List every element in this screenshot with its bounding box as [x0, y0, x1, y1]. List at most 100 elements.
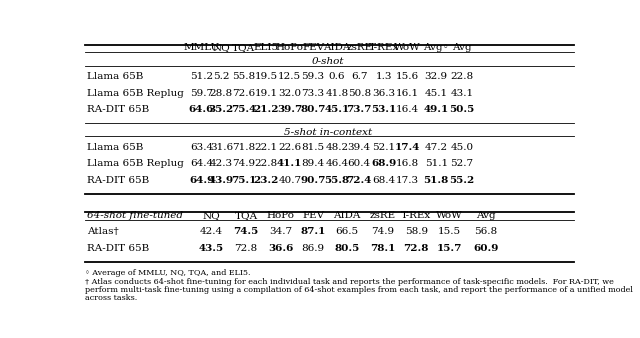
Text: Avg: Avg	[476, 211, 495, 220]
Text: 78.1: 78.1	[370, 244, 396, 253]
Text: 36.3: 36.3	[372, 89, 396, 98]
Text: ELI5: ELI5	[253, 43, 278, 52]
Text: 16.8: 16.8	[396, 159, 419, 168]
Text: 22.1: 22.1	[255, 143, 278, 152]
Text: 16.4: 16.4	[396, 105, 419, 114]
Text: 90.7: 90.7	[300, 176, 326, 185]
Text: 32.9: 32.9	[424, 72, 448, 81]
Text: 46.4: 46.4	[325, 159, 349, 168]
Text: 0-shot: 0-shot	[312, 57, 344, 66]
Text: 22.8: 22.8	[255, 159, 278, 168]
Text: 15.7: 15.7	[437, 244, 462, 253]
Text: T-REx: T-REx	[369, 43, 399, 52]
Text: 52.7: 52.7	[451, 159, 474, 168]
Text: 49.1: 49.1	[424, 105, 449, 114]
Text: 45.1: 45.1	[324, 105, 349, 114]
Text: 68.9: 68.9	[371, 159, 397, 168]
Text: Llama 65B: Llama 65B	[88, 143, 144, 152]
Text: 45.0: 45.0	[451, 143, 474, 152]
Text: 5-shot in-context: 5-shot in-context	[284, 128, 372, 137]
Text: 32.0: 32.0	[278, 89, 301, 98]
Text: 52.1: 52.1	[372, 143, 396, 152]
Text: 15.5: 15.5	[438, 227, 461, 236]
Text: 55.8: 55.8	[324, 176, 349, 185]
Text: 51.1: 51.1	[424, 159, 448, 168]
Text: 23.2: 23.2	[253, 176, 278, 185]
Text: 74.9: 74.9	[232, 159, 255, 168]
Text: 89.4: 89.4	[301, 159, 324, 168]
Text: 72.8: 72.8	[235, 244, 258, 253]
Text: 60.4: 60.4	[348, 159, 371, 168]
Text: 39.7: 39.7	[277, 105, 303, 114]
Text: 64.4: 64.4	[190, 159, 213, 168]
Text: 53.1: 53.1	[371, 105, 397, 114]
Text: perform multi-task fine-tuning using a compilation of 64-shot examples from each: perform multi-task fine-tuning using a c…	[85, 286, 633, 294]
Text: 22.6: 22.6	[278, 143, 301, 152]
Text: 34.7: 34.7	[269, 227, 292, 236]
Text: 47.2: 47.2	[424, 143, 448, 152]
Text: Avg: Avg	[452, 43, 472, 52]
Text: 64-shot fine-tuned: 64-shot fine-tuned	[88, 211, 184, 220]
Text: 1.3: 1.3	[376, 72, 392, 81]
Text: RA-DIT 65B: RA-DIT 65B	[88, 176, 150, 185]
Text: RA-DIT 65B: RA-DIT 65B	[88, 244, 150, 253]
Text: 55.8: 55.8	[232, 72, 255, 81]
Text: 59.7: 59.7	[190, 89, 213, 98]
Text: 64.9: 64.9	[189, 176, 214, 185]
Text: 21.2: 21.2	[253, 105, 279, 114]
Text: TQA: TQA	[235, 211, 258, 220]
Text: 72.8: 72.8	[404, 244, 429, 253]
Text: HoPo: HoPo	[267, 211, 295, 220]
Text: 22.8: 22.8	[451, 72, 474, 81]
Text: 72.4: 72.4	[347, 176, 372, 185]
Text: 66.5: 66.5	[335, 227, 358, 236]
Text: 59.3: 59.3	[301, 72, 324, 81]
Text: 17.4: 17.4	[395, 143, 420, 152]
Text: 51.8: 51.8	[424, 176, 449, 185]
Text: 19.1: 19.1	[255, 89, 278, 98]
Text: 6.7: 6.7	[351, 72, 367, 81]
Text: Atlas†: Atlas†	[88, 227, 119, 236]
Text: 43.5: 43.5	[199, 244, 224, 253]
Text: 12.5: 12.5	[278, 72, 301, 81]
Text: 0.6: 0.6	[329, 72, 345, 81]
Text: Avg◦: Avg◦	[423, 43, 449, 52]
Text: 35.2: 35.2	[209, 105, 234, 114]
Text: 5.2: 5.2	[213, 72, 230, 81]
Text: zsRE: zsRE	[346, 43, 372, 52]
Text: NQ: NQ	[203, 211, 220, 220]
Text: 60.9: 60.9	[473, 244, 499, 253]
Text: 45.1: 45.1	[424, 89, 448, 98]
Text: 74.5: 74.5	[234, 227, 259, 236]
Text: 58.9: 58.9	[404, 227, 428, 236]
Text: 42.3: 42.3	[210, 159, 233, 168]
Text: MMLU: MMLU	[184, 43, 220, 52]
Text: across tasks.: across tasks.	[85, 294, 137, 302]
Text: 55.2: 55.2	[449, 176, 474, 185]
Text: 15.6: 15.6	[396, 72, 419, 81]
Text: 80.7: 80.7	[300, 105, 326, 114]
Text: 41.8: 41.8	[325, 89, 349, 98]
Text: 87.1: 87.1	[300, 227, 326, 236]
Text: RA-DIT 65B: RA-DIT 65B	[88, 105, 150, 114]
Text: 17.3: 17.3	[396, 176, 419, 185]
Text: 43.9: 43.9	[209, 176, 234, 185]
Text: FEV: FEV	[302, 43, 324, 52]
Text: 71.8: 71.8	[232, 143, 255, 152]
Text: TQA: TQA	[232, 43, 255, 52]
Text: AIDA: AIDA	[323, 43, 351, 52]
Text: WoW: WoW	[436, 211, 463, 220]
Text: 39.4: 39.4	[348, 143, 371, 152]
Text: WoW: WoW	[394, 43, 420, 52]
Text: NQ: NQ	[212, 43, 230, 52]
Text: 31.6: 31.6	[210, 143, 233, 152]
Text: 16.1: 16.1	[396, 89, 419, 98]
Text: AIDA: AIDA	[333, 211, 360, 220]
Text: 48.2: 48.2	[325, 143, 349, 152]
Text: 75.1: 75.1	[231, 176, 257, 185]
Text: 36.6: 36.6	[268, 244, 294, 253]
Text: 75.4: 75.4	[231, 105, 256, 114]
Text: Llama 65B: Llama 65B	[88, 72, 144, 81]
Text: 68.4: 68.4	[372, 176, 396, 185]
Text: 74.9: 74.9	[371, 227, 394, 236]
